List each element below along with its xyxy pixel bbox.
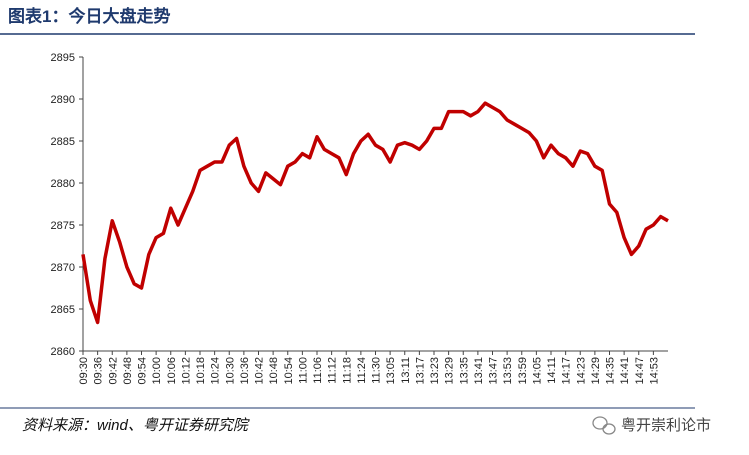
x-tick-label: 11:06 [312,357,324,384]
x-tick-label: 10:42 [254,357,266,385]
x-tick-label: 13:53 [502,357,514,385]
price-line [81,101,669,325]
x-tick-label: 11:00 [297,357,309,384]
watermark: 粤开崇利论市 [621,416,711,434]
x-tick-label: 10:48 [268,357,280,385]
x-tick-label: 09:48 [122,357,134,385]
x-tick-label: 09:36 [93,357,105,385]
x-tick-label: 09:30 [78,357,90,385]
x-tick-label: 14:41 [619,357,631,385]
x-tick-label: 09:42 [107,357,119,385]
x-tick-label: 13:35 [458,357,470,385]
x-tick-label: 13:41 [473,357,485,385]
x-tick-label: 13:05 [385,357,397,385]
x-tick-label: 14:23 [575,357,587,385]
y-tick-label: 2885 [51,136,75,148]
source: 资料来源：wind、粤开证券研究院 [22,417,250,434]
x-tick-label: 09:54 [137,357,149,385]
watermark-icon [592,416,616,435]
x-tick-label: 10:24 [210,357,222,385]
x-tick-label: 10:18 [195,357,207,385]
x-tick-label: 13:17 [414,357,426,385]
x-tick-label: 13:47 [488,357,500,385]
x-tick-label: 13:59 [517,357,529,385]
x-tick-label: 14:53 [648,357,660,385]
y-tick-label: 2880 [51,178,75,190]
y-tick-label: 2870 [51,262,75,274]
y-tick-label: 2895 [51,52,75,64]
x-tick-label: 11:30 [371,357,383,384]
x-tick-label: 10:36 [239,357,251,385]
y-tick-label: 2875 [51,220,75,232]
x-tick-label: 14:17 [561,357,573,385]
x-tick-label: 10:54 [283,357,295,385]
x-tick-label: 10:00 [151,357,163,385]
y-tick-label: 2860 [51,346,75,358]
x-tick-label: 10:06 [166,357,178,385]
x-tick-label: 13:23 [429,357,441,385]
x-tick-label: 11:12 [327,357,339,384]
x-tick-label: 14:29 [590,357,602,385]
y-tick-label: 2865 [51,304,75,316]
y-tick-label: 2890 [51,94,75,106]
x-tick-label: 11:24 [356,357,368,384]
x-tick-label: 14:47 [634,357,646,385]
x-tick-label: 14:35 [605,357,617,385]
x-tick-label: 11:18 [341,357,353,384]
x-tick-label: 13:29 [444,357,456,385]
x-tick-label: 14:05 [531,357,543,385]
x-tick-label: 14:11 [546,357,558,384]
x-tick-label: 13:11 [400,357,412,384]
chart-title: 图表1：今日大盘走势 [8,6,170,26]
x-tick-label: 10:30 [224,357,236,385]
x-tick-label: 10:12 [180,357,192,385]
